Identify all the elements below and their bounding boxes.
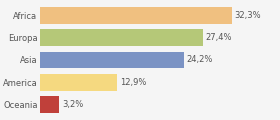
Bar (40, 52, 184, 68)
Text: 27,4%: 27,4% (206, 33, 232, 42)
Bar (40, 96, 59, 113)
Bar (40, 7, 232, 24)
Bar (40, 74, 117, 91)
Text: 32,3%: 32,3% (235, 11, 261, 20)
Text: 3,2%: 3,2% (62, 100, 83, 109)
Text: 24,2%: 24,2% (186, 55, 213, 64)
Bar (40, 29, 203, 46)
Text: 12,9%: 12,9% (120, 78, 146, 87)
